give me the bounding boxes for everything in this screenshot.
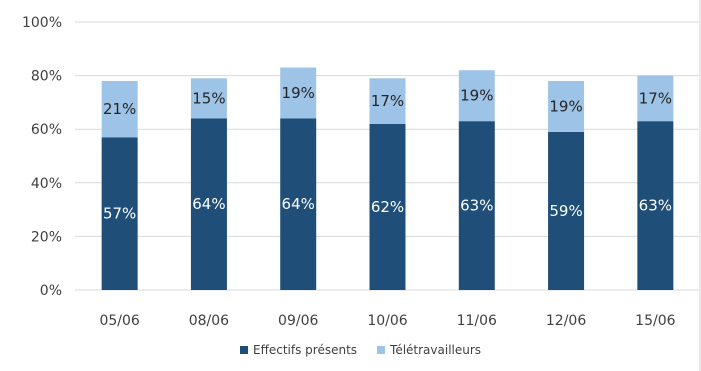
bar-segment bbox=[369, 78, 406, 124]
bar-segment bbox=[190, 78, 227, 119]
y-tick-label: 0% bbox=[40, 283, 62, 299]
data-label: 19% bbox=[282, 84, 315, 102]
x-tick-label: 12/06 bbox=[546, 313, 586, 329]
legend-swatch bbox=[240, 346, 248, 354]
data-label: 57% bbox=[103, 205, 136, 223]
x-axis-tick-labels: 05/06 08/06 09/06 10/06 11/06 12/06 15/06 bbox=[99, 313, 675, 329]
legend-label: Effectifs présents bbox=[253, 343, 357, 357]
data-label: 64% bbox=[192, 195, 225, 213]
y-tick-label: 80% bbox=[31, 69, 62, 85]
data-labels: 57% 21% 64% 15% 64% 19% 62% 17% 63% 19% 59% 19% 63% 1… bbox=[103, 84, 672, 223]
data-label: 19% bbox=[460, 87, 493, 105]
data-label: 15% bbox=[192, 89, 225, 107]
bar-segment bbox=[280, 118, 317, 290]
data-label: 19% bbox=[549, 97, 582, 115]
bar-segment bbox=[548, 80, 585, 132]
data-label: 17% bbox=[639, 89, 672, 107]
data-label: 64% bbox=[282, 195, 315, 213]
x-tick-label: 08/06 bbox=[189, 313, 229, 329]
data-label: 21% bbox=[103, 100, 136, 118]
bar-segment bbox=[280, 67, 317, 119]
bar-segment bbox=[637, 75, 674, 122]
data-label: 17% bbox=[371, 92, 404, 110]
bar-segment bbox=[190, 118, 227, 290]
bar-segment bbox=[458, 70, 495, 122]
x-tick-label: 15/06 bbox=[635, 313, 675, 329]
data-label: 62% bbox=[371, 198, 404, 216]
bar-segment bbox=[101, 137, 138, 290]
legend: Effectifs présents Télétravailleurs bbox=[240, 343, 481, 357]
legend-swatch bbox=[377, 346, 386, 354]
y-tick-label: 60% bbox=[31, 122, 62, 138]
x-tick-label: 11/06 bbox=[457, 313, 497, 329]
bar-segment bbox=[458, 121, 495, 290]
bar-segment bbox=[369, 123, 406, 290]
y-axis-tick-labels: 0% 20% 40% 60% 80% 100% bbox=[22, 15, 62, 299]
data-label: 59% bbox=[549, 202, 582, 220]
x-tick-label: 05/06 bbox=[99, 313, 139, 329]
y-tick-label: 40% bbox=[31, 176, 62, 192]
frame-edge bbox=[699, 0, 701, 371]
x-tick-label: 09/06 bbox=[278, 313, 318, 329]
data-label: 63% bbox=[460, 197, 493, 215]
data-label: 63% bbox=[639, 197, 672, 215]
y-tick-label: 20% bbox=[31, 229, 62, 245]
bars bbox=[101, 67, 674, 290]
y-tick-label: 100% bbox=[22, 15, 62, 31]
bar-segment bbox=[637, 121, 674, 290]
legend-label: Télétravailleurs bbox=[389, 343, 481, 357]
bar-segment bbox=[548, 131, 585, 290]
bar-segment bbox=[101, 80, 138, 138]
x-tick-label: 10/06 bbox=[367, 313, 407, 329]
